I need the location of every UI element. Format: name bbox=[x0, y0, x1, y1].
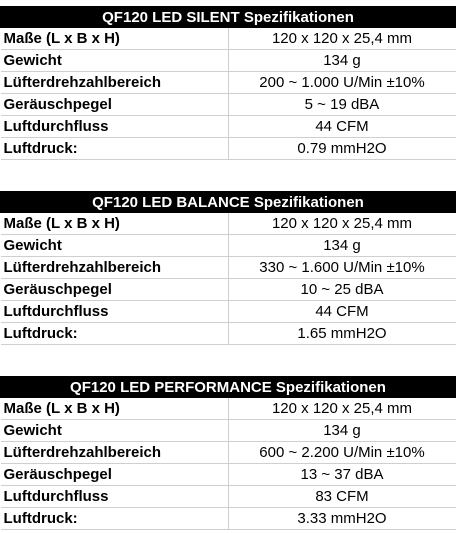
table-header-row: QF120 LED PERFORMANCE Spezifikationen bbox=[0, 376, 456, 398]
spec-value: 44 CFM bbox=[227, 115, 456, 138]
table-row: Luftdurchfluss 83 CFM bbox=[0, 485, 456, 508]
spec-label: Maße (L x B x H) bbox=[0, 212, 228, 235]
spec-label: Geräuschpegel bbox=[0, 278, 228, 301]
spec-label: Lüfterdrehzahlbereich bbox=[0, 256, 228, 279]
spec-label: Luftdurchfluss bbox=[0, 300, 228, 323]
table-row: Geräuschpegel 5 ~ 19 dBA bbox=[0, 93, 456, 116]
spec-value: 330 ~ 1.600 U/Min ±10% bbox=[227, 256, 456, 279]
spec-value: 120 x 120 x 25,4 mm bbox=[227, 212, 456, 235]
spec-value: 13 ~ 37 dBA bbox=[227, 463, 456, 486]
table-row: Luftdurchfluss 44 CFM bbox=[0, 115, 456, 138]
table-header-row: QF120 LED SILENT Spezifikationen bbox=[0, 6, 456, 28]
table-row: Luftdruck: 1.65 mmH2O bbox=[0, 322, 456, 345]
table-title: QF120 LED PERFORMANCE Spezifikationen bbox=[0, 376, 456, 398]
spec-label: Luftdruck: bbox=[0, 137, 228, 160]
spec-value: 0.79 mmH2O bbox=[227, 137, 456, 160]
spec-label: Lüfterdrehzahlbereich bbox=[0, 71, 228, 94]
spec-label: Gewicht bbox=[0, 419, 228, 442]
table-row: Geräuschpegel 10 ~ 25 dBA bbox=[0, 278, 456, 301]
table-row: Maße (L x B x H) 120 x 120 x 25,4 mm bbox=[0, 212, 456, 235]
table-row: Lüfterdrehzahlbereich 330 ~ 1.600 U/Min … bbox=[0, 256, 456, 279]
spec-label: Luftdruck: bbox=[0, 507, 228, 530]
spec-value: 600 ~ 2.200 U/Min ±10% bbox=[227, 441, 456, 464]
table-header-row: QF120 LED BALANCE Spezifikationen bbox=[0, 191, 456, 213]
table-row: Luftdruck: 0.79 mmH2O bbox=[0, 137, 456, 160]
spec-value: 134 g bbox=[227, 419, 456, 442]
spec-label: Luftdurchfluss bbox=[0, 115, 228, 138]
spec-label: Lüfterdrehzahlbereich bbox=[0, 441, 228, 464]
spec-table-silent: QF120 LED SILENT Spezifikationen Maße (L… bbox=[0, 6, 456, 160]
spec-value: 10 ~ 25 dBA bbox=[227, 278, 456, 301]
spec-table-performance: QF120 LED PERFORMANCE Spezifikationen Ma… bbox=[0, 376, 456, 530]
spec-label: Gewicht bbox=[0, 49, 228, 72]
table-row: Gewicht 134 g bbox=[0, 234, 456, 257]
spec-value: 134 g bbox=[227, 234, 456, 257]
spec-label: Maße (L x B x H) bbox=[0, 397, 228, 420]
spec-value: 44 CFM bbox=[227, 300, 456, 323]
spec-value: 200 ~ 1.000 U/Min ±10% bbox=[227, 71, 456, 94]
table-row: Maße (L x B x H) 120 x 120 x 25,4 mm bbox=[0, 397, 456, 420]
spec-label: Geräuschpegel bbox=[0, 93, 228, 116]
spec-value: 134 g bbox=[227, 49, 456, 72]
table-row: Geräuschpegel 13 ~ 37 dBA bbox=[0, 463, 456, 486]
table-row: Maße (L x B x H) 120 x 120 x 25,4 mm bbox=[0, 27, 456, 50]
spec-label: Maße (L x B x H) bbox=[0, 27, 228, 50]
spec-label: Geräuschpegel bbox=[0, 463, 228, 486]
spec-value: 120 x 120 x 25,4 mm bbox=[227, 397, 456, 420]
table-row: Gewicht 134 g bbox=[0, 49, 456, 72]
table-row: Lüfterdrehzahlbereich 200 ~ 1.000 U/Min … bbox=[0, 71, 456, 94]
table-title: QF120 LED BALANCE Spezifikationen bbox=[0, 191, 456, 213]
spec-label: Gewicht bbox=[0, 234, 228, 257]
spec-label: Luftdurchfluss bbox=[0, 485, 228, 508]
table-row: Luftdurchfluss 44 CFM bbox=[0, 300, 456, 323]
table-row: Luftdruck: 3.33 mmH2O bbox=[0, 507, 456, 530]
spec-value: 3.33 mmH2O bbox=[227, 507, 456, 530]
spec-value: 83 CFM bbox=[227, 485, 456, 508]
spec-label: Luftdruck: bbox=[0, 322, 228, 345]
spec-value: 5 ~ 19 dBA bbox=[227, 93, 456, 116]
table-row: Lüfterdrehzahlbereich 600 ~ 2.200 U/Min … bbox=[0, 441, 456, 464]
spec-value: 120 x 120 x 25,4 mm bbox=[227, 27, 456, 50]
table-row: Gewicht 134 g bbox=[0, 419, 456, 442]
spec-value: 1.65 mmH2O bbox=[227, 322, 456, 345]
spec-table-balance: QF120 LED BALANCE Spezifikationen Maße (… bbox=[0, 191, 456, 345]
table-title: QF120 LED SILENT Spezifikationen bbox=[0, 6, 456, 28]
